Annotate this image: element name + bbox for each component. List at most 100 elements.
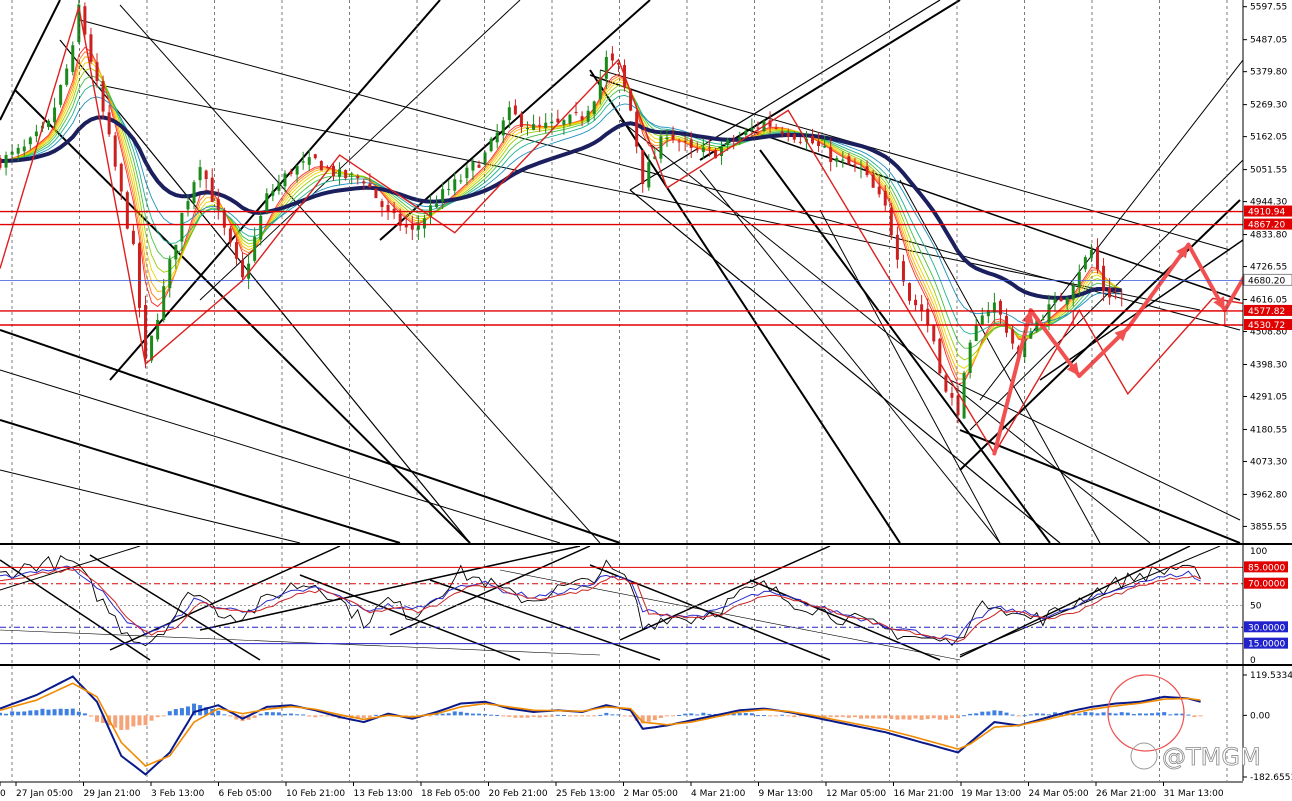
price-tick-label: 5597.55 xyxy=(1250,3,1287,13)
price-tick-label: 3855.55 xyxy=(1250,522,1287,532)
macd-hist-bar xyxy=(192,703,197,716)
trend-line xyxy=(59,39,471,543)
macd-hist-bar xyxy=(1010,714,1015,716)
ema-line xyxy=(0,46,1122,385)
macd-hist-bar xyxy=(531,715,536,717)
candle-body xyxy=(859,167,863,169)
candle-body xyxy=(665,137,669,140)
time-tick-label: 9 Mar 13:00 xyxy=(759,789,814,799)
ema-line xyxy=(0,56,1122,376)
candle-body xyxy=(507,107,511,121)
candle-body xyxy=(713,149,717,159)
macd-hist-bar xyxy=(167,711,172,716)
candle-body xyxy=(580,116,584,121)
level-tag-label: 4530.72 xyxy=(1248,321,1285,331)
macd-hist-bar xyxy=(755,715,760,717)
candle-body xyxy=(532,124,536,130)
candle-body xyxy=(247,263,251,279)
macd-hist-bar xyxy=(95,715,100,722)
candle-body xyxy=(1011,329,1015,344)
macd-hist-bar xyxy=(1101,712,1106,716)
trendlines xyxy=(0,0,1243,543)
macd-hist-bar xyxy=(701,712,706,716)
macd-hist-bar xyxy=(561,715,566,717)
candle-body xyxy=(119,163,123,192)
candle-body xyxy=(137,243,141,308)
macd-hist-bar xyxy=(367,715,372,718)
macd-hist-bar xyxy=(313,715,318,718)
macd-hist-bar xyxy=(1156,712,1161,716)
time-tick-label: 27 Jan 05:00 xyxy=(16,789,73,799)
candle-body xyxy=(798,141,802,143)
stochastic-panel[interactable] xyxy=(0,546,1243,661)
macd-hist-bar xyxy=(307,715,312,717)
macd-hist-bar xyxy=(883,715,888,719)
stoch-level-tag xyxy=(1244,577,1288,589)
macd-hist-bar xyxy=(792,715,797,718)
macd-hist-bar xyxy=(968,713,973,716)
macd-hist-bar xyxy=(1046,714,1051,716)
price-tick-label: 4944.30 xyxy=(1250,198,1287,208)
macd-hist-bar xyxy=(1137,713,1142,716)
candle-body xyxy=(647,162,651,188)
candle-body xyxy=(192,182,196,204)
candle-body xyxy=(1089,249,1093,258)
candle-body xyxy=(950,393,954,398)
candle-body xyxy=(107,112,111,135)
candle-body xyxy=(398,213,402,226)
macd-hist-bar xyxy=(325,715,330,717)
candle-body xyxy=(77,4,81,43)
price-panel[interactable] xyxy=(0,0,1292,781)
macd-hist-bar xyxy=(301,714,306,716)
macd-hist-bar xyxy=(658,715,663,718)
macd-hist-bar xyxy=(185,706,190,716)
candle-body xyxy=(301,161,305,163)
trend-line xyxy=(629,0,941,191)
macd-hist-bar xyxy=(798,715,803,717)
candle-body xyxy=(259,215,263,240)
stoch-level-label: 85.0000 xyxy=(1248,563,1285,573)
candle-body xyxy=(780,131,784,134)
macd-hist-bar xyxy=(664,715,669,717)
level-tag xyxy=(1244,205,1292,217)
trend-line xyxy=(949,379,1241,521)
macd-hist-bar xyxy=(40,708,45,716)
macd-hist-bar xyxy=(295,714,300,716)
macd-hist-bar xyxy=(222,714,227,716)
level-tag xyxy=(1243,273,1292,286)
macd-hist-bar xyxy=(749,713,754,716)
macd-hist-bar xyxy=(507,715,512,717)
candle-body xyxy=(974,325,978,342)
candle-body xyxy=(610,53,614,61)
macd-panel[interactable] xyxy=(0,674,1203,776)
brand-logo-icon xyxy=(1130,742,1158,770)
candle-body xyxy=(738,137,742,143)
candle-body xyxy=(410,224,414,230)
stoch-trend-line xyxy=(749,579,941,661)
candle-body xyxy=(295,165,299,175)
macd-hist-bar xyxy=(16,711,21,716)
macd-hist-bar xyxy=(980,711,985,716)
time-tick-label: 4 Mar 21:00 xyxy=(691,789,746,799)
candle-body xyxy=(732,140,736,142)
macd-hist-bar xyxy=(671,715,676,717)
candle-body xyxy=(150,335,154,361)
candle-body xyxy=(1059,297,1063,302)
candle-body xyxy=(968,342,972,373)
time-tick-label: 12 Mar 05:00 xyxy=(826,789,886,799)
candle-body xyxy=(544,122,548,128)
macd-hist-bar xyxy=(683,713,688,716)
macd-hist-bar xyxy=(173,709,178,716)
trend-line xyxy=(99,84,1201,311)
candle-body xyxy=(374,188,378,199)
macd-hist-bar xyxy=(1180,713,1185,716)
macd-hist-bar xyxy=(834,715,839,718)
stoch-tick-label: 100 xyxy=(1250,547,1267,557)
candle-body xyxy=(616,62,620,65)
macd-hist-bar xyxy=(537,715,542,718)
range-box xyxy=(1072,310,1226,326)
macd-hist-bar xyxy=(216,710,221,716)
macd-hist-bar xyxy=(46,709,51,716)
grid xyxy=(11,0,1228,781)
